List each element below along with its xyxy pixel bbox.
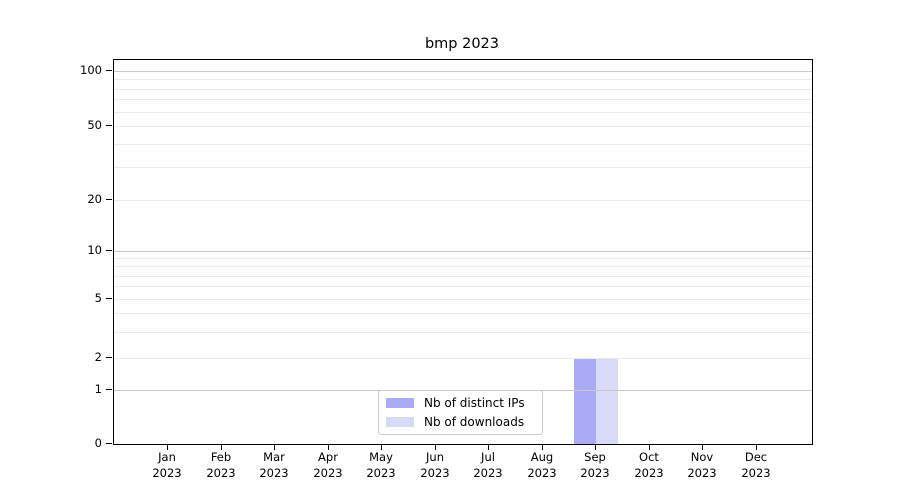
x-tick-mark: [435, 444, 436, 450]
x-tick-mark: [274, 444, 275, 450]
gridline-y-100: [114, 71, 812, 72]
gridline-y-50: [114, 126, 812, 127]
x-tick-mark: [167, 444, 168, 450]
y-tick-label-5: 5: [94, 291, 102, 305]
gridline-y-5: [114, 299, 812, 300]
x-tick-mark: [649, 444, 650, 450]
y-tick-mark: [106, 443, 112, 444]
x-tick-label-jun: Jun 2023: [420, 450, 450, 480]
y-tick-label-1: 1: [94, 382, 102, 396]
y-tick-label-0: 0: [94, 436, 102, 450]
gridline-y-3: [114, 332, 812, 333]
y-tick-label-20: 20: [87, 192, 102, 206]
y-tick-mark: [106, 199, 112, 200]
gridline-y-8: [114, 266, 812, 267]
legend-swatch-distinct-ips: [386, 398, 414, 408]
y-tick-mark: [106, 298, 112, 299]
gridline-y-7: [114, 276, 812, 277]
x-tick-label-sep: Sep 2023: [580, 450, 610, 480]
x-tick-mark: [702, 444, 703, 450]
bar-sep-2023-distinct-ips: [574, 358, 596, 444]
x-tick-label-jul: Jul 2023: [473, 450, 503, 480]
gridline-y-4: [114, 313, 812, 314]
y-tick-label-50: 50: [87, 118, 102, 132]
x-tick-mark: [381, 444, 382, 450]
y-tick-mark: [106, 389, 112, 390]
gridline-y-80: [114, 89, 812, 90]
gridline-y-60: [114, 112, 812, 113]
gridline-y-30: [114, 167, 812, 168]
x-tick-mark: [221, 444, 222, 450]
x-tick-mark: [542, 444, 543, 450]
legend-item-downloads: Nb of downloads: [379, 415, 542, 429]
x-tick-label-may: May 2023: [366, 450, 396, 480]
x-tick-label-dec: Dec 2023: [741, 450, 771, 480]
x-tick-label-mar: Mar 2023: [259, 450, 289, 480]
x-tick-mark: [488, 444, 489, 450]
gridline-y-90: [114, 79, 812, 80]
x-tick-label-apr: Apr 2023: [313, 450, 343, 480]
legend-swatch-downloads: [386, 417, 414, 427]
x-tick-label-feb: Feb 2023: [206, 450, 236, 480]
gridline-y-40: [114, 144, 812, 145]
x-tick-label-nov: Nov 2023: [687, 450, 717, 480]
legend-item-distinct-ips: Nb of distinct IPs: [379, 396, 542, 410]
x-tick-label-jan: Jan 2023: [152, 450, 182, 480]
x-tick-mark: [328, 444, 329, 450]
gridline-y-9: [114, 258, 812, 259]
bar-sep-2023-downloads: [596, 358, 618, 444]
legend-label-distinct-ips: Nb of distinct IPs: [424, 396, 525, 410]
x-tick-mark: [595, 444, 596, 450]
y-tick-label-100: 100: [80, 63, 102, 77]
chart-title: bmp 2023: [424, 36, 500, 52]
y-tick-mark: [106, 357, 112, 358]
legend-label-downloads: Nb of downloads: [424, 415, 525, 429]
plot-area: [113, 59, 813, 445]
gridline-y-2: [114, 358, 812, 359]
legend: Nb of distinct IPs Nb of downloads: [378, 390, 543, 435]
x-tick-mark: [756, 444, 757, 450]
gridline-y-10: [114, 251, 812, 252]
gridline-y-70: [114, 99, 812, 100]
gridline-y-6: [114, 286, 812, 287]
gridline-y-20: [114, 200, 812, 201]
x-tick-label-oct: Oct 2023: [634, 450, 664, 480]
y-tick-mark: [106, 250, 112, 251]
y-tick-mark: [106, 125, 112, 126]
y-tick-label-10: 10: [87, 243, 102, 257]
y-tick-label-2: 2: [94, 350, 102, 364]
x-tick-label-aug: Aug 2023: [527, 450, 557, 480]
y-tick-mark: [106, 70, 112, 71]
